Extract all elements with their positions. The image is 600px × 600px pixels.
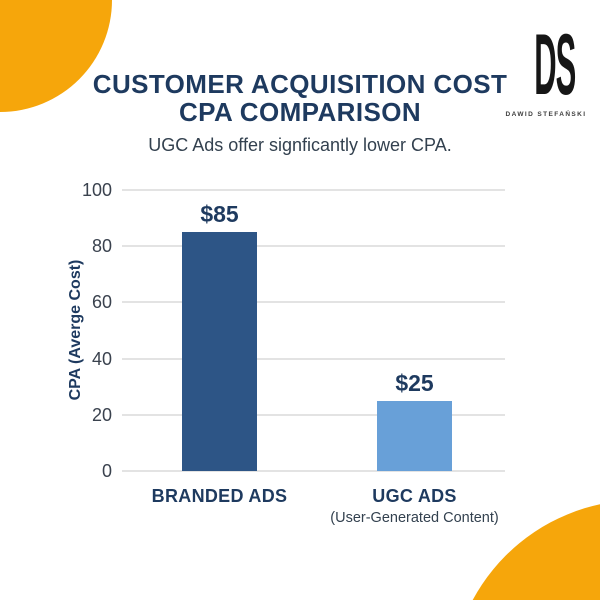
gridline [122, 413, 505, 416]
gridline [122, 245, 505, 248]
x-category-label-branded-ads: BRANDED ADS [110, 486, 330, 510]
gridline [122, 189, 505, 191]
logo-initials: DS [534, 17, 576, 113]
gridline [122, 470, 505, 472]
y-axis-tick-label: 80 [91, 236, 112, 257]
x-category-text: UGC ADS [372, 486, 457, 506]
y-axis-tick-label: 20 [91, 404, 112, 425]
bar-value-label-ugc-ads: $25 [395, 369, 434, 396]
y-axis-tick-label: 40 [91, 348, 112, 369]
page-title-line-2: CPA COMPARISON [178, 97, 421, 127]
bar-value-label-branded-ads: $85 [200, 201, 239, 228]
x-category-label-ugc-ads: UGC ADS (User-Generated Content) [305, 486, 525, 526]
y-axis-title: CPA (Averge Cost) [67, 259, 84, 401]
gridline [122, 301, 505, 304]
header: CUSTOMER ACQUISITION COST CPA COMPARISON… [60, 70, 540, 156]
x-category-subtext: (User-Generated Content) [330, 510, 499, 526]
bar-chart-plot-area: 100 80 60 40 20 0 $85 $25 BRANDED ADS UG… [82, 181, 505, 526]
page-subtitle: UGC Ads offer signficantly lower CPA. [148, 135, 452, 155]
y-axis-tick-label: 60 [91, 292, 112, 313]
x-category-text: BRANDED ADS [151, 486, 288, 506]
gridline [122, 357, 505, 360]
brand-logo: DS DAWID STEFAŃSKI [498, 17, 594, 118]
bar-branded-ads: $85 [182, 201, 257, 471]
page-title-line-1: CUSTOMER ACQUISITION COST [92, 69, 508, 99]
bar-ugc-ads: $25 [377, 370, 452, 471]
y-axis-tick-label: 0 [101, 461, 112, 481]
y-axis-tick-label: 100 [81, 180, 112, 200]
logo-name: DAWID STEFAŃSKI [505, 111, 587, 118]
